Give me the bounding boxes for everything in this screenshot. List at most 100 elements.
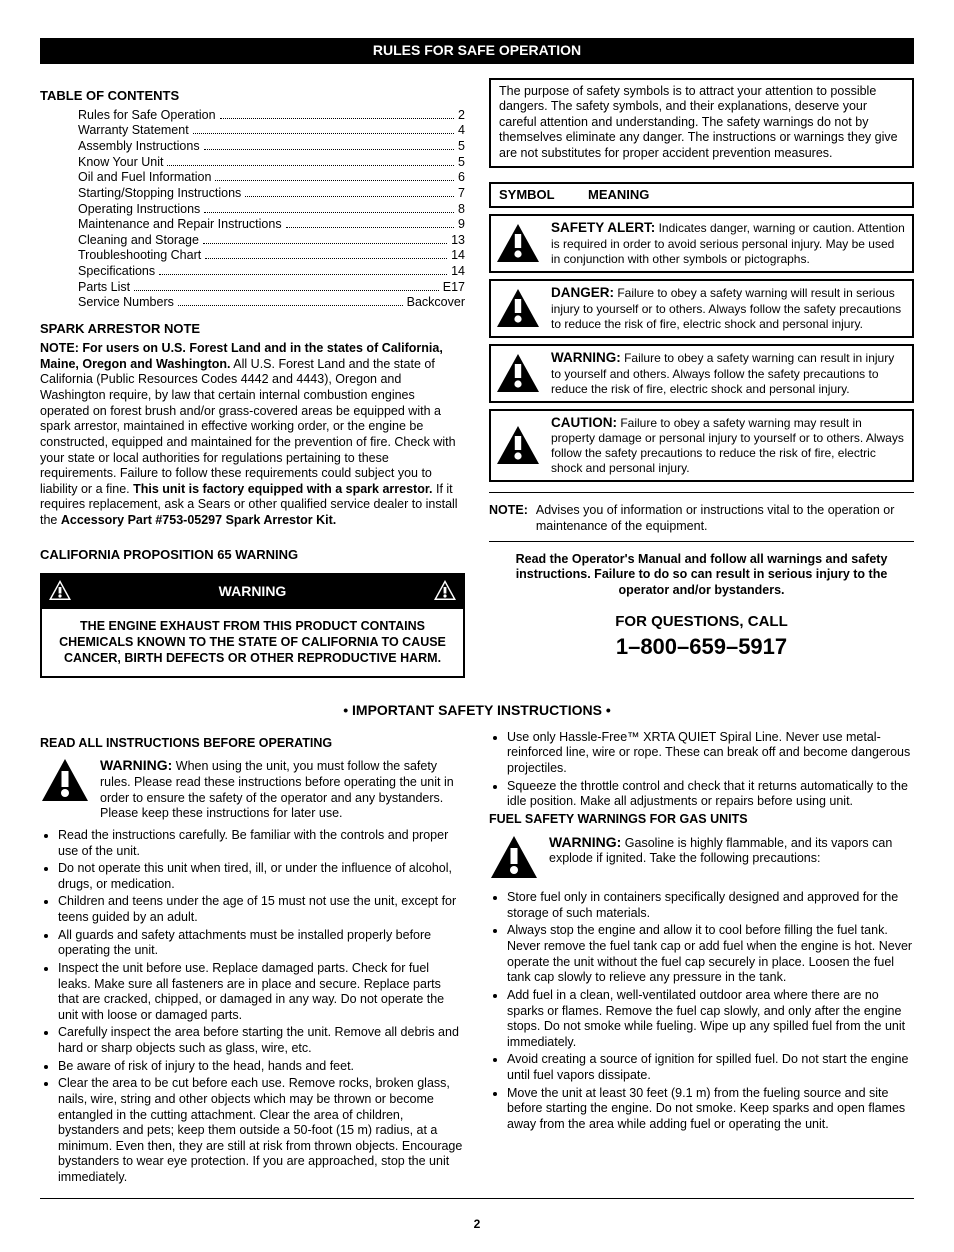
toc-dots xyxy=(245,196,454,197)
lower-right-column: Use only Hassle-Free™ XRTA QUIET Spiral … xyxy=(489,726,914,1188)
purpose-text: The purpose of safety symbols is to attr… xyxy=(499,84,904,162)
list-item: Avoid creating a source of ignition for … xyxy=(507,1052,914,1083)
toc-label: Cleaning and Storage xyxy=(78,233,199,249)
toc-label: Parts List xyxy=(78,280,130,296)
toc-row: Warranty Statement4 xyxy=(78,123,465,139)
toc-label: Warranty Statement xyxy=(78,123,189,139)
warning-block-1: WARNING: When using the unit, you must f… xyxy=(40,757,465,822)
fuel-bullet-list: Store fuel only in containers specifical… xyxy=(507,890,914,1132)
spark-note-body: NOTE: For users on U.S. Forest Land and … xyxy=(40,341,465,529)
lower-two-column: READ ALL INSTRUCTIONS BEFORE OPERATING W… xyxy=(40,726,914,1188)
symbol-row: CAUTION: Failure to obey a safety warnin… xyxy=(489,409,914,483)
toc-row: Parts List E17 xyxy=(78,280,465,296)
fuel-heading: FUEL SAFETY WARNINGS FOR GAS UNITS xyxy=(489,812,914,828)
read-manual-text: Read the Operator's Manual and follow al… xyxy=(489,552,914,599)
symbol-row: SAFETY ALERT: Indicates danger, warning … xyxy=(489,214,914,273)
spark-unit-bold: This unit is factory equipped with a spa… xyxy=(133,482,432,496)
toc-page: 6 xyxy=(458,170,465,186)
toc-label: Starting/Stopping Instructions xyxy=(78,186,241,202)
page-number: 2 xyxy=(40,1217,914,1232)
toc-dots xyxy=(134,290,439,291)
warning-2-text: WARNING: Gasoline is highly flammable, a… xyxy=(549,834,914,867)
toc-label: Assembly Instructions xyxy=(78,139,200,155)
symbol-col-label: SYMBOL xyxy=(499,187,554,202)
alert-icon xyxy=(491,346,545,401)
warning-1-text: WARNING: When using the unit, you must f… xyxy=(100,757,465,822)
toc-label: Rules for Safe Operation xyxy=(78,108,216,124)
phone-number: 1–800–659–5917 xyxy=(489,633,914,661)
toc-label: Operating Instructions xyxy=(78,202,200,218)
toc-row: Service Numbers Backcover xyxy=(78,295,465,311)
read-all-heading: READ ALL INSTRUCTIONS BEFORE OPERATING xyxy=(40,736,465,752)
note-row: NOTE: Advises you of information or inst… xyxy=(489,503,914,534)
toc-label: Service Numbers xyxy=(78,295,174,311)
symbol-text: DANGER: Failure to obey a safety warning… xyxy=(545,281,912,336)
toc-page: 8 xyxy=(458,202,465,218)
list-item: Read the instructions carefully. Be fami… xyxy=(58,828,465,859)
toc-row: Know Your Unit5 xyxy=(78,155,465,171)
meaning-col-label: MEANING xyxy=(588,187,649,202)
note-label: NOTE: xyxy=(489,503,528,534)
toc-label: Maintenance and Repair Instructions xyxy=(78,217,282,233)
toc-dots xyxy=(204,149,454,150)
list-item: Squeeze the throttle control and check t… xyxy=(507,779,914,810)
list-item: Be aware of risk of injury to the head, … xyxy=(58,1059,465,1075)
toc-page: 14 xyxy=(451,248,465,264)
symbol-row: WARNING: Failure to obey a safety warnin… xyxy=(489,344,914,403)
symbol-rows: SAFETY ALERT: Indicates danger, warning … xyxy=(489,214,914,483)
alert-icon xyxy=(491,281,545,336)
prop65-heading: CALIFORNIA PROPOSITION 65 WARNING xyxy=(40,547,465,563)
symbol-table-header: SYMBOL MEANING xyxy=(489,182,914,208)
warning-2-title: WARNING: xyxy=(549,834,621,850)
warning-1-title: WARNING: xyxy=(100,757,172,773)
toc-label: Troubleshooting Chart xyxy=(78,248,201,264)
list-item: Store fuel only in containers specifical… xyxy=(507,890,914,921)
alert-icon xyxy=(433,579,457,606)
toc-page: E17 xyxy=(443,280,465,296)
list-item: Always stop the engine and allow it to c… xyxy=(507,923,914,986)
symbol-text: SAFETY ALERT: Indicates danger, warning … xyxy=(545,216,912,271)
toc-dots xyxy=(204,212,454,213)
two-column-layout: TABLE OF CONTENTS Rules for Safe Operati… xyxy=(40,78,914,689)
list-item: Clear the area to be cut before each use… xyxy=(58,1076,465,1185)
symbol-row: DANGER: Failure to obey a safety warning… xyxy=(489,279,914,338)
alert-icon xyxy=(48,579,72,606)
questions-label: FOR QUESTIONS, CALL xyxy=(489,613,914,632)
warning-title: WARNING xyxy=(72,583,433,601)
toc-row: Specifications14 xyxy=(78,264,465,280)
list-item: Carefully inspect the area before starti… xyxy=(58,1025,465,1056)
alert-icon xyxy=(491,411,545,481)
list-item: Use only Hassle-Free™ XRTA QUIET Spiral … xyxy=(507,730,914,777)
toc-row: Oil and Fuel Information 6 xyxy=(78,170,465,186)
toc-page: Backcover xyxy=(407,295,465,311)
alert-icon xyxy=(489,834,543,885)
toc-row: Starting/Stopping Instructions 7 xyxy=(78,186,465,202)
toc-row: Maintenance and Repair Instructions 9 xyxy=(78,217,465,233)
toc-page: 9 xyxy=(458,217,465,233)
toc-dots xyxy=(220,118,454,119)
purpose-box: The purpose of safety symbols is to attr… xyxy=(489,78,914,168)
toc-row: Assembly Instructions5 xyxy=(78,139,465,155)
toc-row: Operating Instructions 8 xyxy=(78,202,465,218)
note-text: Advises you of information or instructio… xyxy=(536,503,914,534)
alert-icon xyxy=(40,757,94,808)
list-item: All guards and safety attachments must b… xyxy=(58,928,465,959)
toc-dots xyxy=(215,180,454,181)
toc-page: 7 xyxy=(458,186,465,202)
warning-block-2: WARNING: Gasoline is highly flammable, a… xyxy=(489,834,914,885)
left-column: TABLE OF CONTENTS Rules for Safe Operati… xyxy=(40,78,465,689)
prop65-warning-box: WARNING THE ENGINE EXHAUST FROM THIS PRO… xyxy=(40,573,465,678)
toc-heading: TABLE OF CONTENTS xyxy=(40,88,465,104)
spark-part-bold: Accessory Part #753-05297 Spark Arrestor… xyxy=(61,513,336,527)
toc-dots xyxy=(178,305,403,306)
spark-body1: All U.S. Forest Land and the state of Ca… xyxy=(40,357,456,496)
toc-page: 2 xyxy=(458,108,465,124)
toc-page: 14 xyxy=(451,264,465,280)
toc-page: 13 xyxy=(451,233,465,249)
right-bullet-list-top: Use only Hassle-Free™ XRTA QUIET Spiral … xyxy=(507,730,914,810)
symbol-text: CAUTION: Failure to obey a safety warnin… xyxy=(545,411,912,481)
toc-label: Oil and Fuel Information xyxy=(78,170,211,186)
toc-dots xyxy=(203,243,447,244)
prop65-body: THE ENGINE EXHAUST FROM THIS PRODUCT CON… xyxy=(42,609,463,676)
spark-heading: SPARK ARRESTOR NOTE xyxy=(40,321,465,337)
